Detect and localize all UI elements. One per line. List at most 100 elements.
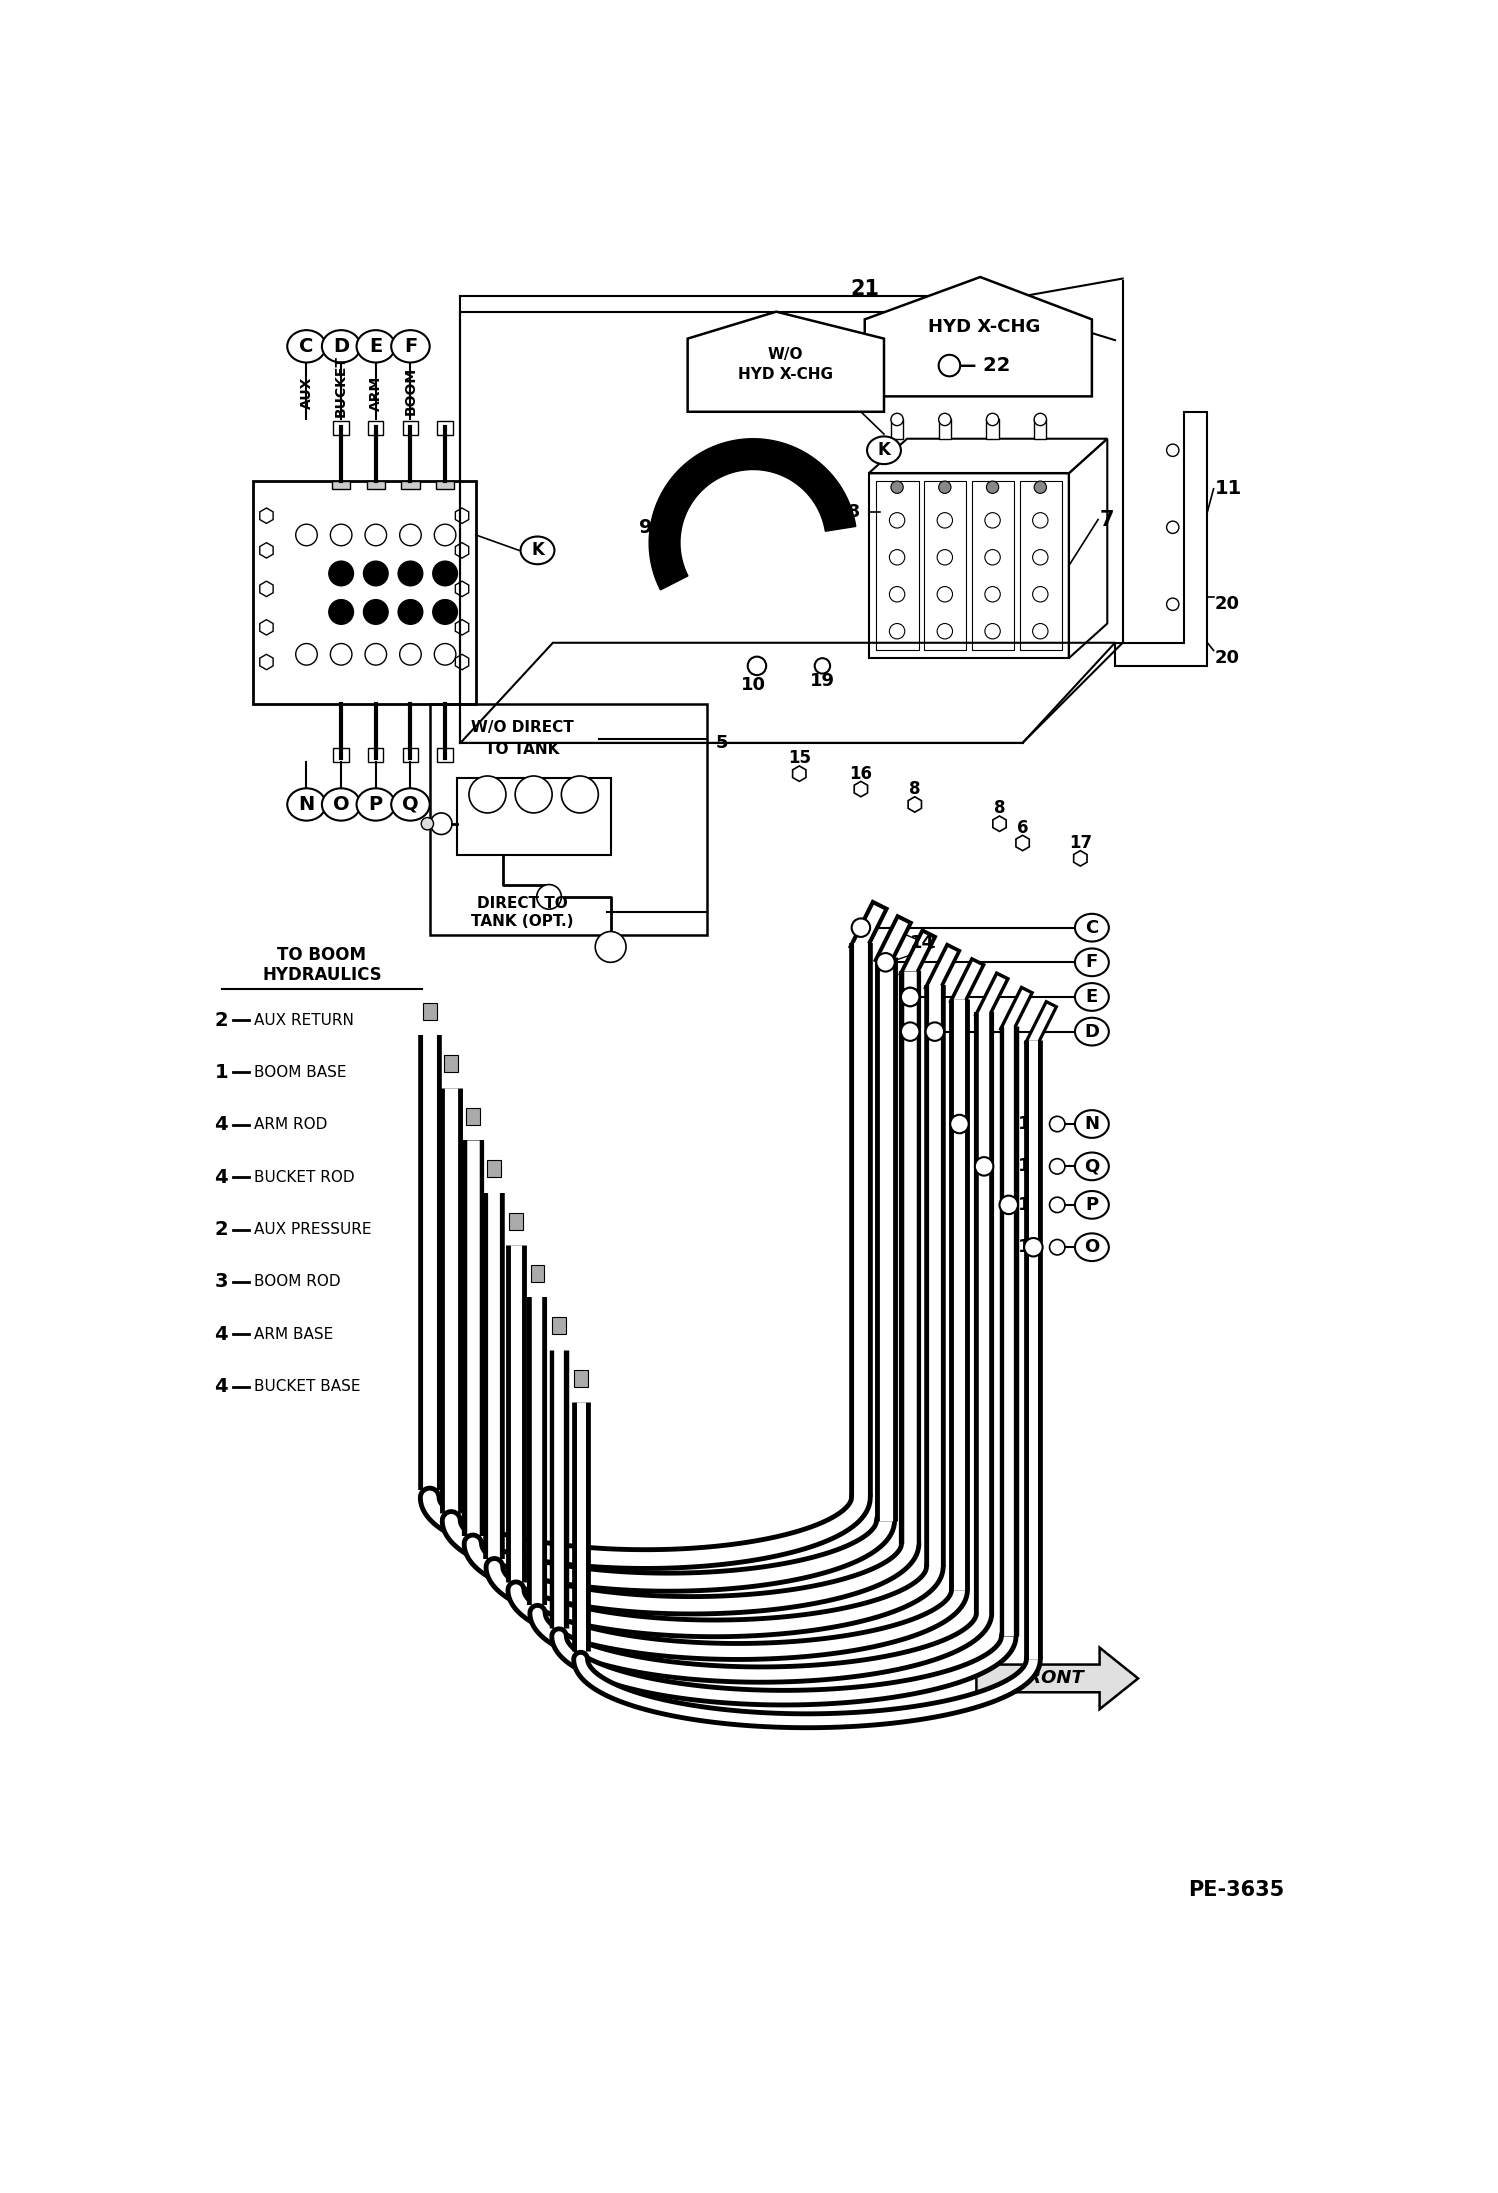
Circle shape [1034, 412, 1047, 425]
Bar [403, 421, 418, 434]
Circle shape [926, 1022, 944, 1042]
Text: DIRECT TO: DIRECT TO [476, 895, 568, 910]
Text: 1: 1 [214, 1064, 228, 1081]
Text: 17: 17 [1068, 833, 1092, 851]
Bar [924, 480, 966, 651]
Circle shape [1032, 623, 1049, 638]
Text: ARM ROD: ARM ROD [255, 1116, 328, 1132]
Circle shape [939, 355, 960, 377]
Circle shape [999, 1195, 1019, 1215]
Text: P: P [369, 796, 383, 814]
Text: D: D [333, 338, 349, 355]
Circle shape [1032, 550, 1049, 566]
Text: N: N [298, 796, 315, 814]
Text: TANK (OPT.): TANK (OPT.) [470, 914, 574, 930]
Text: AUX: AUX [300, 377, 313, 410]
Circle shape [364, 561, 388, 586]
Circle shape [515, 776, 553, 814]
Text: Q: Q [1085, 1158, 1100, 1175]
Text: 13: 13 [875, 989, 899, 1007]
Text: 20: 20 [1215, 649, 1240, 667]
Text: BUCKET BASE: BUCKET BASE [255, 1379, 361, 1395]
Circle shape [330, 599, 354, 625]
Text: 12: 12 [1017, 1158, 1043, 1175]
Text: 21: 21 [851, 279, 879, 298]
Circle shape [890, 623, 905, 638]
Text: 12: 12 [1017, 1195, 1043, 1215]
Text: 12: 12 [1017, 1114, 1043, 1134]
Circle shape [890, 513, 905, 529]
Text: AUX PRESSURE: AUX PRESSURE [255, 1222, 372, 1237]
Ellipse shape [1076, 1110, 1109, 1138]
Ellipse shape [1076, 1232, 1109, 1261]
Polygon shape [864, 276, 1092, 397]
Ellipse shape [867, 436, 900, 465]
Circle shape [1034, 480, 1047, 493]
Text: W/O DIRECT: W/O DIRECT [470, 719, 574, 735]
Text: BUCKET ROD: BUCKET ROD [255, 1169, 355, 1184]
Bar [891, 419, 903, 439]
Text: TO TANK: TO TANK [485, 741, 559, 757]
Text: N: N [1085, 1114, 1100, 1134]
Ellipse shape [1076, 1191, 1109, 1219]
Bar [939, 419, 951, 439]
Text: 4: 4 [214, 1167, 228, 1186]
Bar [574, 1371, 587, 1386]
Circle shape [876, 954, 894, 971]
Bar [369, 421, 383, 434]
Text: AUX RETURN: AUX RETURN [255, 1013, 354, 1029]
Text: 8: 8 [909, 781, 921, 798]
Circle shape [890, 550, 905, 566]
Circle shape [950, 1114, 969, 1134]
Ellipse shape [357, 787, 395, 820]
Text: F: F [1086, 954, 1098, 971]
Circle shape [433, 561, 457, 586]
Ellipse shape [521, 537, 554, 564]
Circle shape [295, 524, 318, 546]
Circle shape [398, 561, 422, 586]
Text: 13: 13 [875, 1022, 899, 1042]
Text: BOOM BASE: BOOM BASE [255, 1066, 346, 1079]
Bar [437, 421, 452, 434]
Circle shape [295, 643, 318, 664]
Bar [553, 1318, 566, 1333]
Circle shape [595, 932, 626, 963]
Ellipse shape [1076, 914, 1109, 941]
Bar [509, 1213, 523, 1230]
Text: O: O [1085, 1239, 1100, 1257]
Circle shape [1167, 599, 1179, 610]
Ellipse shape [1076, 1018, 1109, 1046]
Circle shape [984, 623, 1001, 638]
Text: BOOM ROD: BOOM ROD [255, 1274, 340, 1289]
Circle shape [900, 987, 920, 1007]
Text: 11: 11 [1215, 480, 1242, 498]
Circle shape [938, 586, 953, 601]
Text: BOOM: BOOM [403, 366, 418, 414]
Text: D: D [1085, 1022, 1100, 1042]
Circle shape [434, 643, 455, 664]
Circle shape [984, 513, 1001, 529]
Circle shape [938, 623, 953, 638]
Circle shape [815, 658, 830, 673]
Circle shape [366, 524, 386, 546]
Bar [869, 474, 1068, 658]
Circle shape [562, 776, 598, 814]
Circle shape [366, 643, 386, 664]
Text: 19: 19 [810, 673, 834, 691]
Bar [422, 1002, 436, 1020]
Circle shape [939, 412, 951, 425]
Text: C: C [1085, 919, 1098, 936]
Bar [334, 748, 349, 763]
Bar [1034, 419, 1047, 439]
Bar [972, 480, 1014, 651]
Circle shape [939, 480, 951, 493]
Text: HYD X-CHG: HYD X-CHG [739, 366, 833, 382]
Bar [253, 480, 476, 704]
Bar [401, 480, 419, 489]
Bar [430, 704, 707, 936]
Circle shape [434, 524, 455, 546]
Circle shape [900, 1022, 920, 1042]
Text: 4: 4 [214, 1116, 228, 1134]
Text: P: P [1086, 1195, 1098, 1215]
Circle shape [331, 524, 352, 546]
